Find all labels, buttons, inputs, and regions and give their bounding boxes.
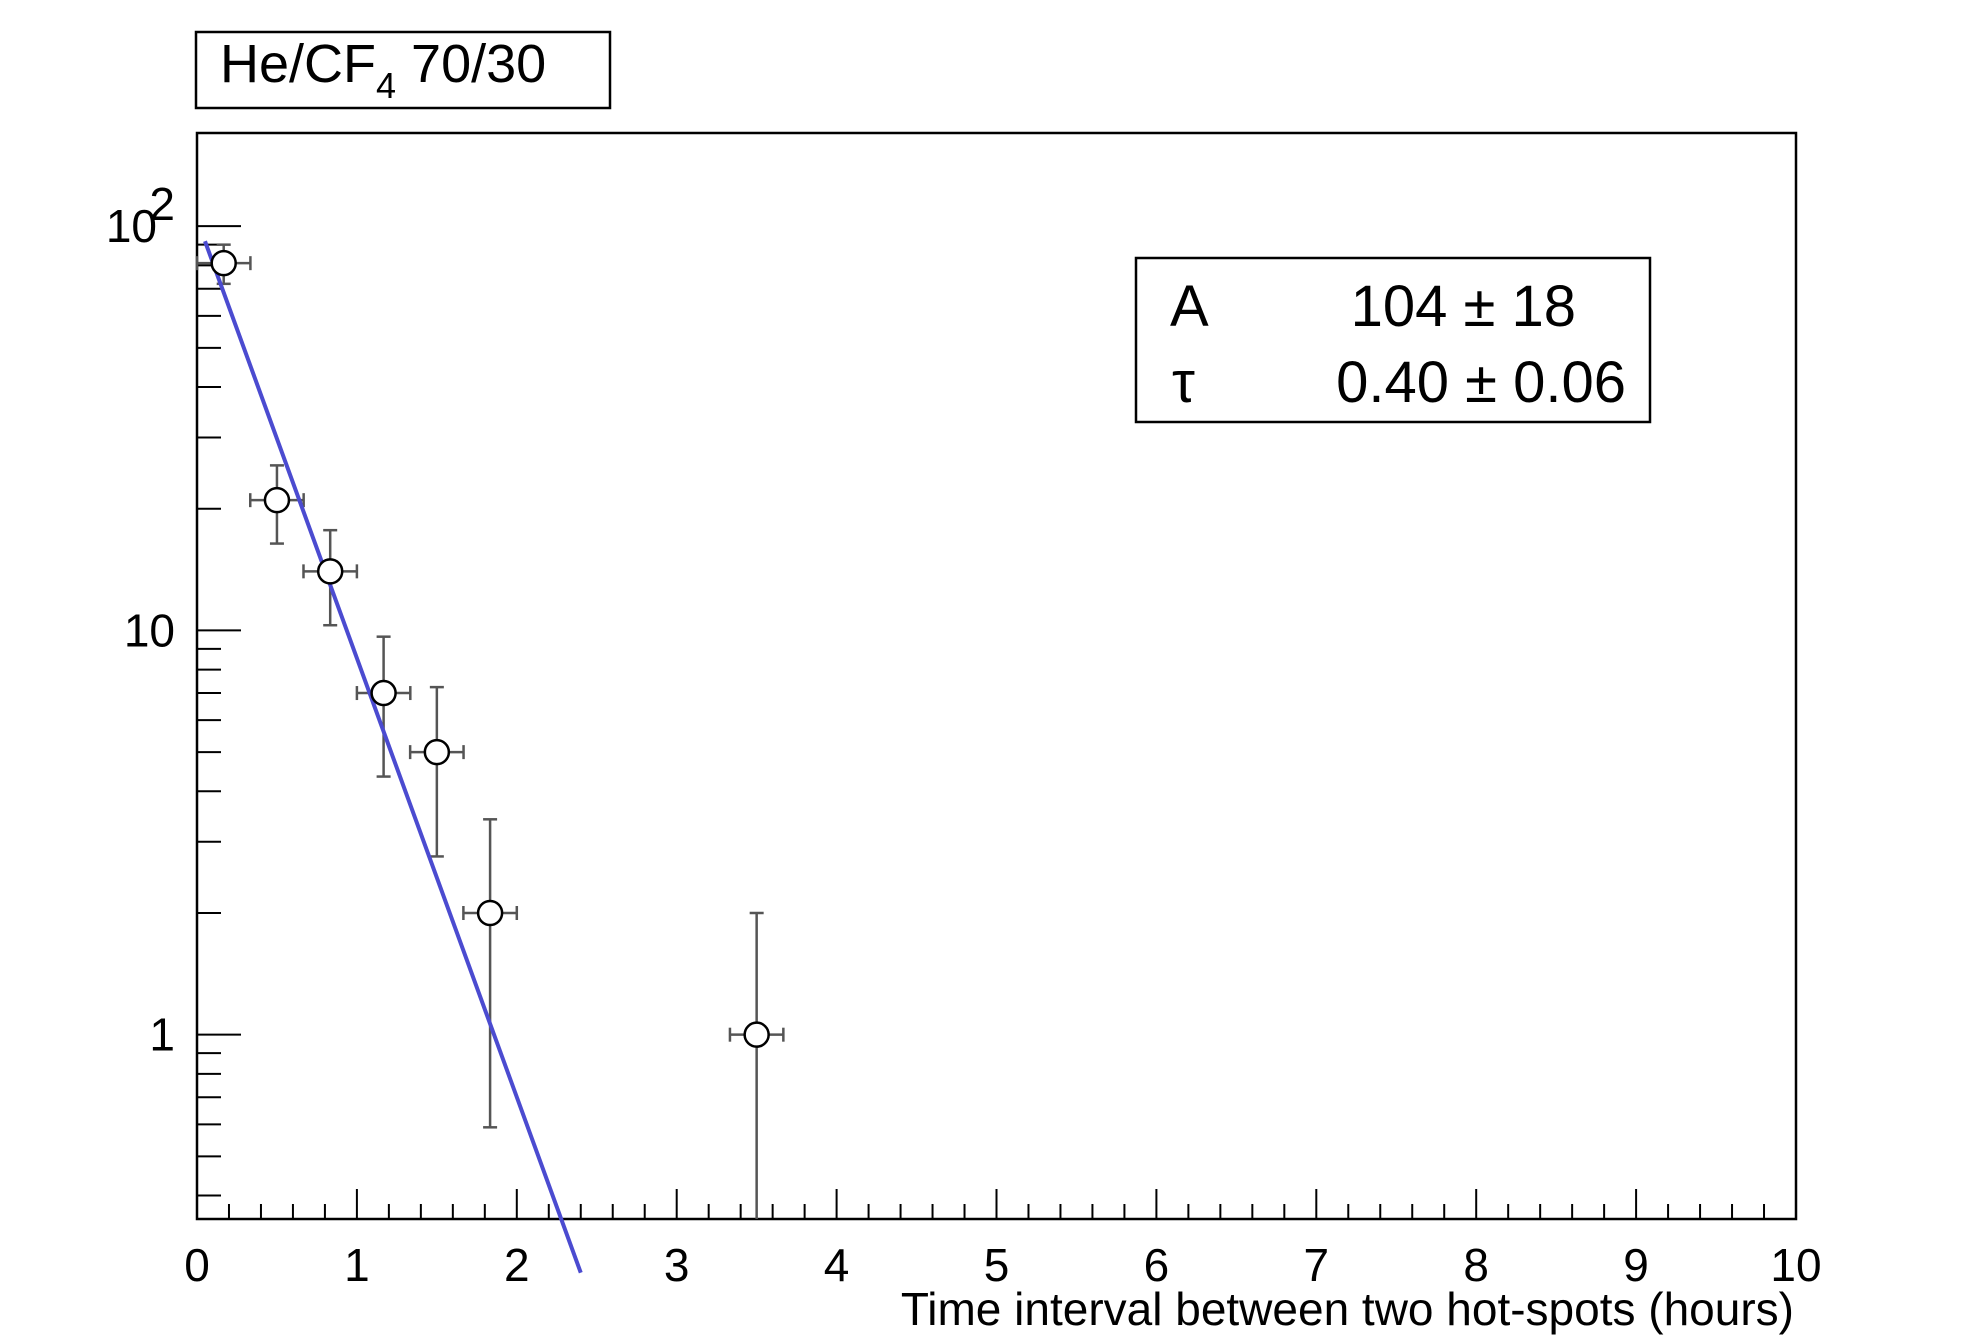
stat-value-a: 104 ± 18 <box>1351 274 1576 339</box>
x-tick-label: 8 <box>1463 1239 1489 1291</box>
chart-title: He/CF4 70/30 <box>220 34 546 106</box>
x-tick-label: 7 <box>1304 1239 1330 1291</box>
data-point <box>423 738 451 766</box>
fit-line-group <box>203 240 583 1274</box>
y-tick-exponent: 2 <box>149 178 175 230</box>
x-tick-label: 10 <box>1770 1239 1821 1291</box>
data-point <box>210 249 237 277</box>
y-tick-label: 10 <box>124 604 175 656</box>
x-tick-label: 9 <box>1623 1239 1649 1291</box>
x-tick-label: 3 <box>664 1239 690 1291</box>
x-tick-label: 2 <box>504 1239 530 1291</box>
x-tick-label: 0 <box>184 1239 210 1291</box>
data-point <box>263 486 291 514</box>
data-point <box>316 558 344 585</box>
x-tick-label: 4 <box>824 1239 850 1291</box>
data-points <box>210 249 770 1048</box>
y-tick-label: 10 <box>106 200 157 252</box>
x-tick-label: 5 <box>984 1239 1010 1291</box>
x-tick-label: 1 <box>344 1239 370 1291</box>
chart-title-box: He/CF4 70/30 <box>194 30 612 110</box>
y-tick-label: 1 <box>149 1009 175 1061</box>
error-bars <box>195 243 785 1219</box>
fit-line <box>203 240 583 1274</box>
stat-name-a: A <box>1170 274 1209 339</box>
x-axis-title: Time interval between two hot-spots (hou… <box>901 1283 1794 1335</box>
x-tick-label: 6 <box>1144 1239 1170 1291</box>
stat-name-tau: τ <box>1172 350 1195 415</box>
x-axis: 0 1 2 3 4 5 6 7 8 9 10 <box>184 1189 1822 1291</box>
data-point <box>476 899 504 927</box>
fit-stats-box: A 104 ± 18 τ 0.40 ± 0.06 <box>1134 256 1652 424</box>
data-point <box>370 679 397 707</box>
data-point <box>743 1021 770 1048</box>
stat-value-tau: 0.40 ± 0.06 <box>1336 350 1626 415</box>
